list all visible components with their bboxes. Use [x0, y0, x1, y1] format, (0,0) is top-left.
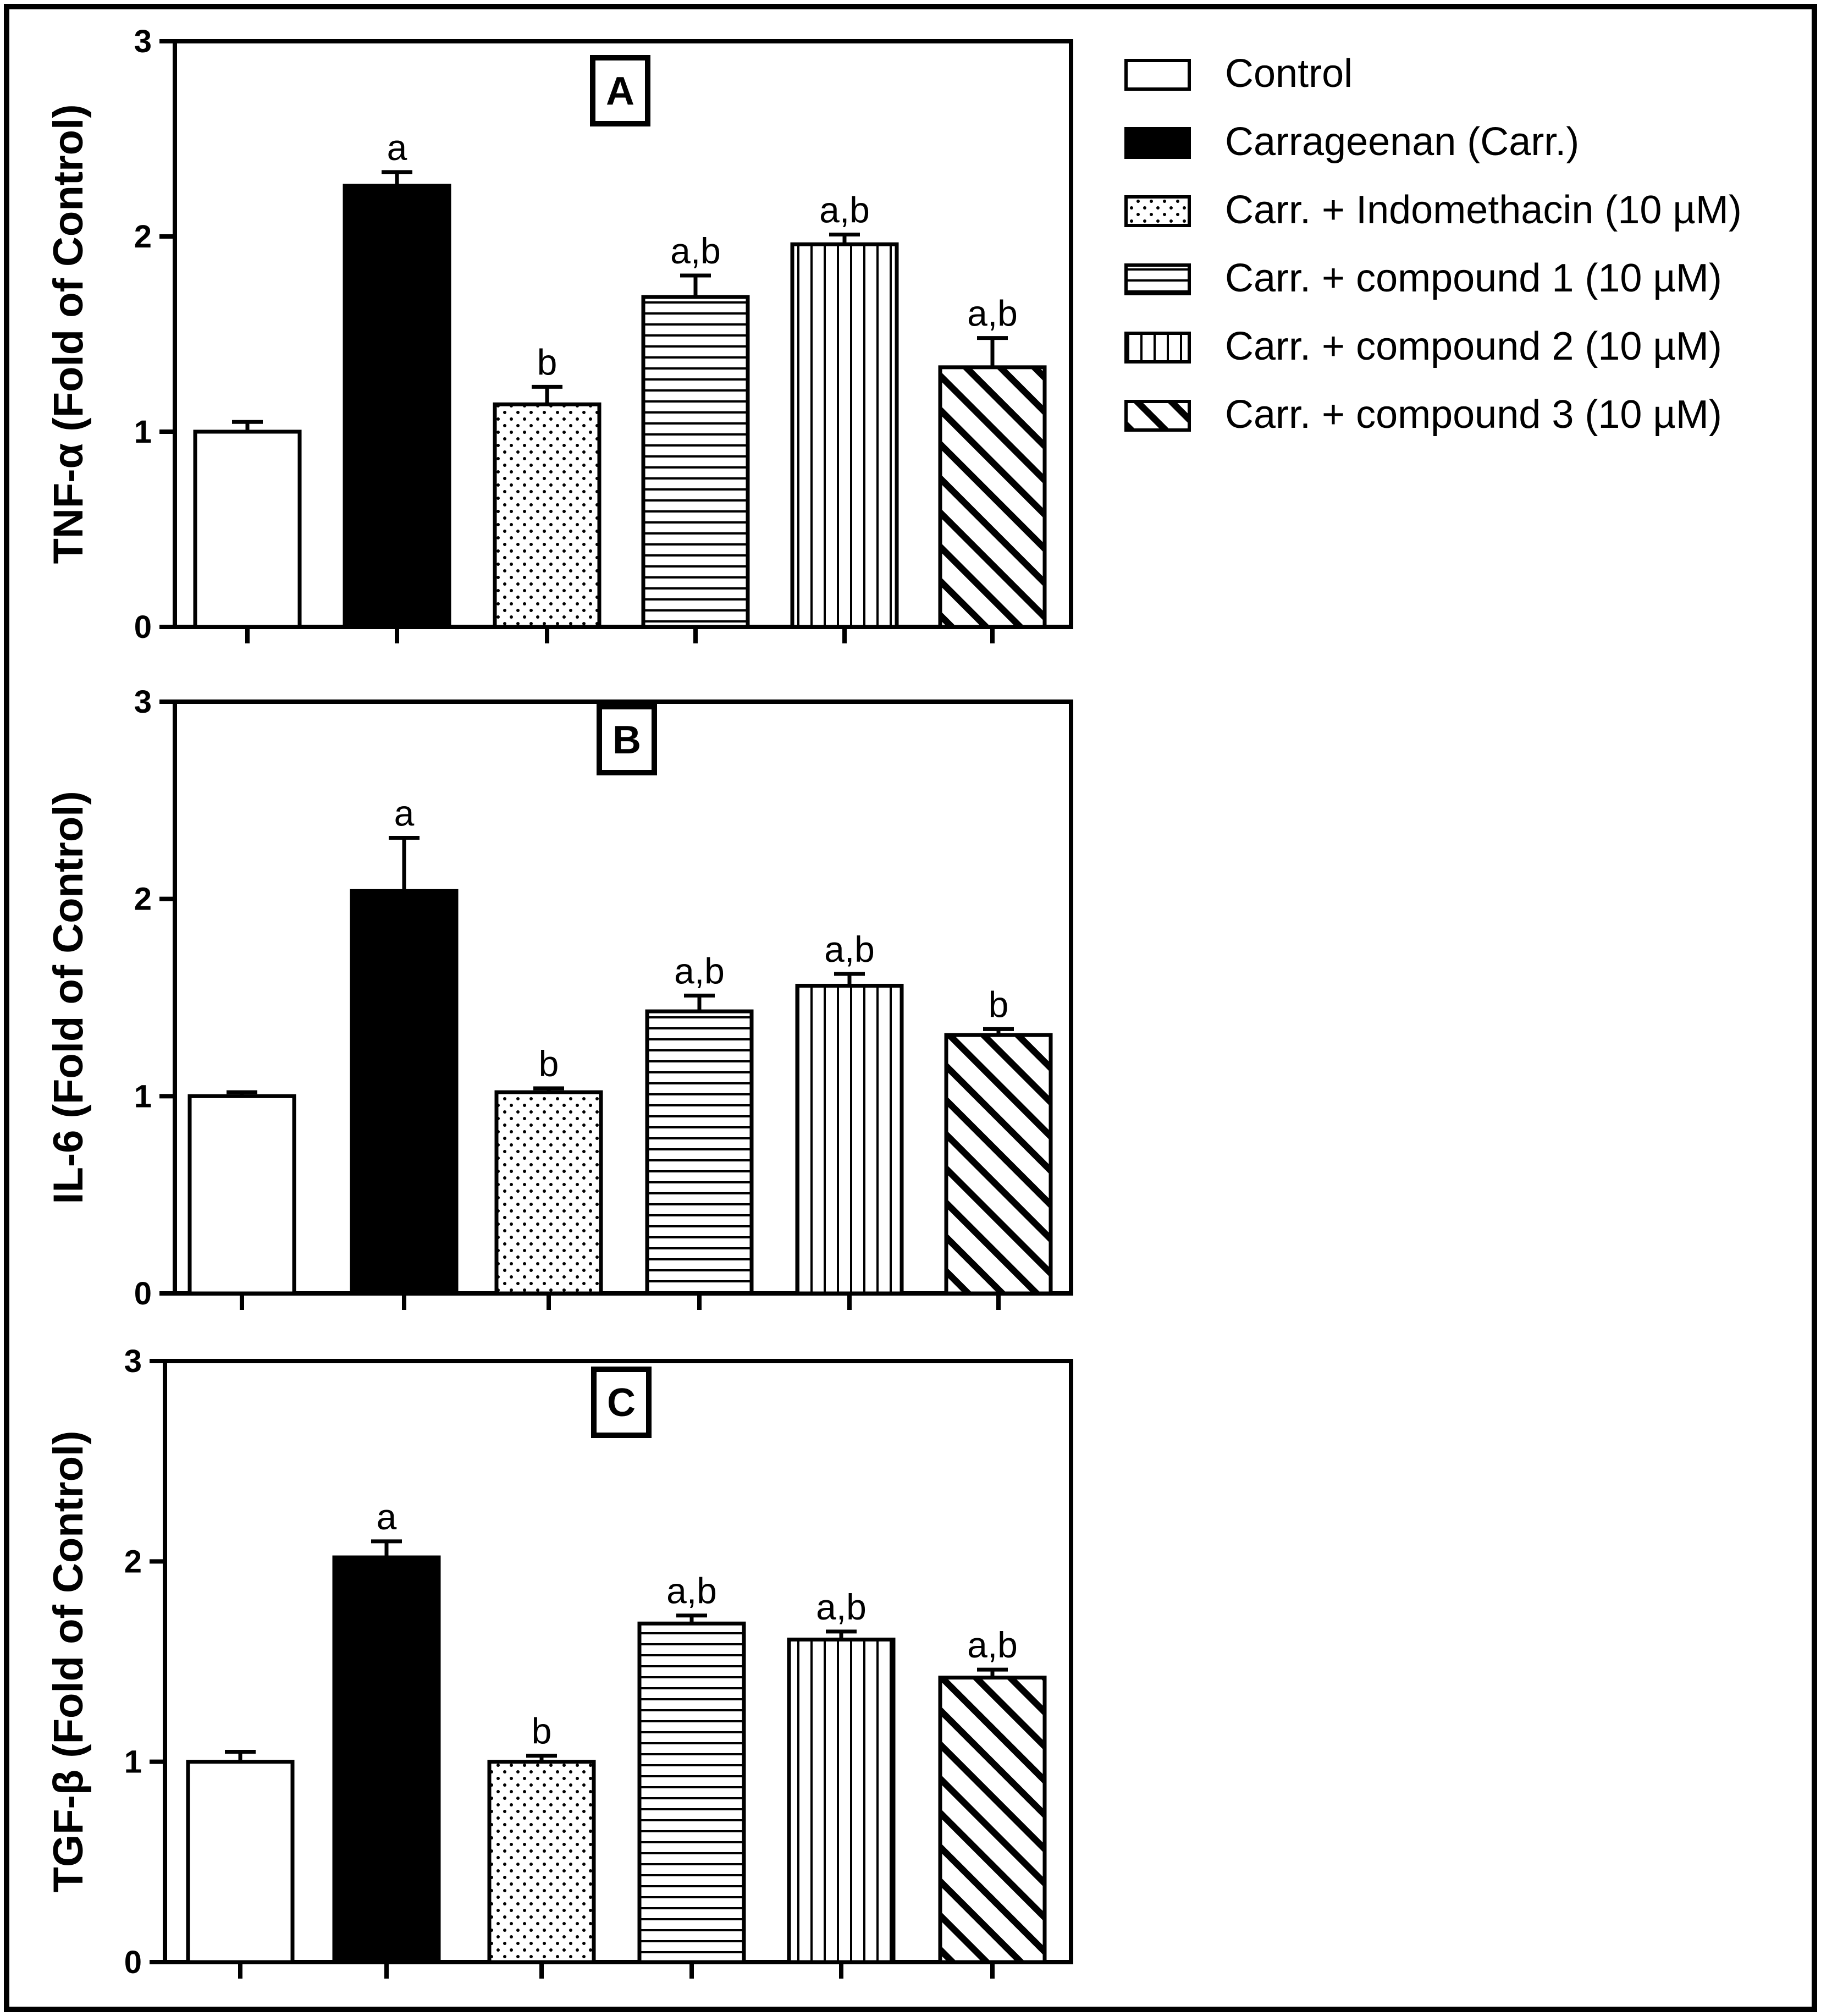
- panel-letter: C: [607, 1381, 636, 1425]
- bar-2: [332, 1555, 441, 1964]
- bar-4: [637, 1621, 746, 1964]
- y-axis-label: IL-6 (Fold of Control): [45, 791, 92, 1204]
- panel-letter: A: [606, 69, 634, 113]
- y-axis-label: TNF-α (Fold of Control): [45, 104, 92, 564]
- panel-letter-frame: [597, 704, 657, 775]
- significance-label: a,b: [819, 189, 870, 230]
- figure-frame: [4, 4, 1817, 2012]
- bar-1: [186, 1760, 295, 1964]
- significance-label: a: [387, 127, 407, 168]
- y-axis-label: TGF-β (Fold of Control): [45, 1431, 92, 1893]
- y-tick-label: 0: [134, 1276, 152, 1312]
- significance-label: a,b: [670, 230, 721, 271]
- panel-letter: B: [612, 718, 641, 762]
- y-tick-label: 0: [134, 609, 152, 645]
- legend-label: Control: [1225, 52, 1353, 96]
- bar-3: [487, 1760, 596, 1964]
- bar-6: [944, 1033, 1053, 1296]
- legend-swatch: [1124, 59, 1191, 91]
- bar-3: [494, 1090, 603, 1296]
- legend: Control Carrageenan (Carr.) Carr. + Indome…: [1124, 52, 1742, 437]
- bar-4: [641, 295, 750, 629]
- legend-swatch: [1124, 127, 1191, 159]
- legend-label: Carr. + compound 3 (10 µM): [1225, 393, 1722, 437]
- panel-b: 0 1 2 3 IL-6 (Fold of Control) Ba b a,b a,b b: [45, 684, 1073, 1312]
- legend-label: Carr. + compound 1 (10 µM): [1225, 256, 1722, 300]
- panel-letter-frame: [590, 55, 650, 126]
- legend-label: Carrageenan (Carr.): [1225, 120, 1579, 164]
- legend-swatch: [1124, 195, 1191, 227]
- significance-label: a,b: [816, 1587, 867, 1627]
- significance-label: b: [989, 984, 1009, 1024]
- legend-label: Carr. + Indomethacin (10 µM): [1225, 188, 1742, 232]
- significance-label: a,b: [666, 1571, 717, 1611]
- significance-label: a,b: [967, 1624, 1018, 1665]
- y-tick-label: 2: [134, 219, 152, 255]
- legend-swatch: [1124, 263, 1191, 295]
- bar-1: [187, 1094, 296, 1296]
- significance-label: b: [537, 341, 558, 382]
- y-tick-label: 0: [124, 1945, 142, 1980]
- legend-label: Carr. + compound 2 (10 µM): [1225, 324, 1722, 368]
- panel-letter-box: A: [590, 55, 650, 126]
- panel-letter-frame: [591, 1367, 652, 1438]
- y-tick-label: 1: [124, 1744, 142, 1780]
- plot-frame: [173, 699, 1073, 1296]
- significance-label: b: [532, 1711, 552, 1751]
- significance-label: a,b: [824, 929, 875, 970]
- bar-5: [790, 242, 899, 629]
- legend-item-5: Carr. + compound 2 (10 µM): [1124, 324, 1722, 368]
- y-tick-label: 3: [124, 1343, 142, 1379]
- legend-swatch: [1124, 400, 1191, 432]
- legend-item-4: Carr. + compound 1 (10 µM): [1124, 256, 1722, 300]
- legend-swatch: [1124, 332, 1191, 363]
- panel-c: 0 1 2 3 TGF-β (Fold of Control) Ca b a,b a,b a,b: [45, 1343, 1073, 1980]
- y-tick-label: 1: [134, 414, 152, 450]
- bar-4: [645, 1009, 754, 1296]
- y-tick-label: 2: [134, 882, 152, 917]
- bar-5: [787, 1637, 896, 1964]
- plot-frame: [173, 39, 1073, 629]
- bar-2: [343, 184, 451, 629]
- bar-2: [350, 889, 459, 1296]
- bar-1: [193, 429, 302, 629]
- y-tick-label: 3: [134, 684, 152, 720]
- legend-item-3: Carr. + Indomethacin (10 µM): [1124, 188, 1742, 232]
- plot-frame: [163, 1359, 1073, 1964]
- significance-label: a: [377, 1496, 397, 1537]
- legend-item-2: Carrageenan (Carr.): [1124, 120, 1579, 164]
- bar-3: [493, 402, 602, 629]
- y-tick-label: 3: [134, 24, 152, 59]
- significance-label: a,b: [967, 293, 1018, 334]
- significance-label: b: [539, 1043, 559, 1084]
- bar-6: [938, 1676, 1047, 1964]
- significance-label: a: [394, 792, 415, 833]
- y-tick-label: 2: [124, 1544, 142, 1579]
- significance-label: a,b: [674, 950, 725, 991]
- y-tick-label: 1: [134, 1078, 152, 1114]
- legend-item-1: Control: [1124, 52, 1353, 96]
- panel-a: 0 1 2 3 TNF-α (Fold of Control) Aa b a,b a,b a,b: [45, 24, 1073, 645]
- panel-letter-box: C: [591, 1367, 652, 1438]
- legend-item-6: Carr. + compound 3 (10 µM): [1124, 393, 1722, 437]
- bar-6: [938, 365, 1047, 629]
- bar-5: [795, 983, 904, 1296]
- panel-letter-box: B: [597, 704, 657, 775]
